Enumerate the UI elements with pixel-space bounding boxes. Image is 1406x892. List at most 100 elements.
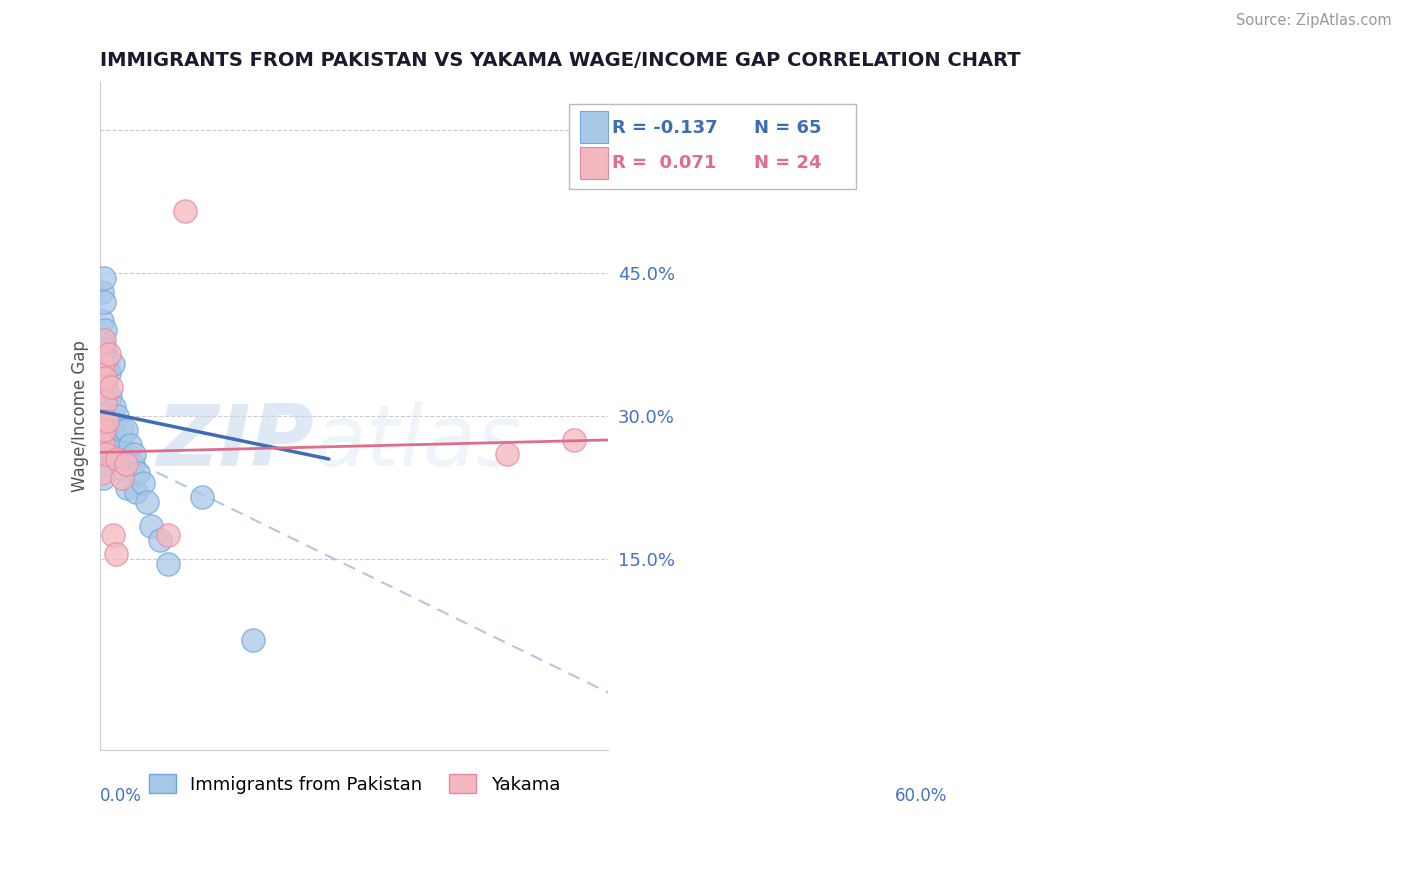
Point — [94, 343, 117, 357]
Point — [157, 528, 180, 542]
Point — [96, 414, 118, 428]
Point — [93, 424, 115, 438]
Point — [100, 428, 122, 442]
Point — [91, 409, 114, 423]
Point — [91, 357, 114, 371]
Point — [91, 467, 114, 481]
Point — [105, 452, 128, 467]
Point — [157, 557, 180, 571]
Point — [93, 294, 115, 309]
Point — [93, 457, 115, 471]
Point — [101, 357, 124, 371]
Point — [114, 457, 136, 471]
Point — [96, 418, 118, 433]
Point — [90, 433, 112, 447]
Point — [103, 400, 125, 414]
Text: Source: ZipAtlas.com: Source: ZipAtlas.com — [1236, 13, 1392, 29]
Point — [97, 442, 120, 457]
Point — [149, 533, 172, 547]
Point — [91, 337, 114, 351]
Text: ZIP: ZIP — [156, 401, 314, 484]
Point — [91, 404, 114, 418]
Point — [97, 366, 120, 380]
Point — [104, 547, 127, 561]
Point — [118, 438, 141, 452]
Point — [112, 461, 135, 475]
Point — [93, 394, 115, 409]
Point — [91, 314, 114, 328]
Point — [91, 333, 114, 347]
Point — [141, 518, 163, 533]
Point — [90, 424, 112, 438]
Point — [100, 414, 122, 428]
Point — [108, 452, 131, 467]
Point — [110, 471, 132, 485]
Point — [93, 390, 115, 404]
Point — [96, 433, 118, 447]
Text: R =  0.071: R = 0.071 — [613, 154, 717, 172]
Point — [93, 424, 115, 438]
Y-axis label: Wage/Income Gap: Wage/Income Gap — [72, 340, 89, 492]
Point — [90, 371, 112, 385]
Point — [100, 380, 122, 394]
Point — [90, 409, 112, 423]
Point — [108, 438, 131, 452]
Point — [125, 485, 148, 500]
Point — [96, 361, 118, 376]
Point — [90, 400, 112, 414]
Point — [94, 400, 117, 414]
Point — [114, 424, 136, 438]
Point — [91, 418, 114, 433]
Text: atlas: atlas — [314, 401, 522, 484]
Point — [174, 204, 197, 219]
Point — [104, 442, 127, 457]
Text: N = 24: N = 24 — [754, 154, 821, 172]
Point — [90, 447, 112, 461]
Point — [96, 380, 118, 394]
Point — [91, 357, 114, 371]
Point — [94, 371, 117, 385]
Point — [90, 390, 112, 404]
Text: IMMIGRANTS FROM PAKISTAN VS YAKAMA WAGE/INCOME GAP CORRELATION CHART: IMMIGRANTS FROM PAKISTAN VS YAKAMA WAGE/… — [100, 51, 1021, 70]
Point — [121, 457, 143, 471]
Point — [93, 270, 115, 285]
Point — [96, 447, 118, 461]
Point — [91, 438, 114, 452]
Point — [97, 347, 120, 361]
Point — [93, 394, 115, 409]
Text: R = -0.137: R = -0.137 — [613, 119, 718, 136]
Point — [91, 285, 114, 300]
Point — [91, 380, 114, 394]
Point — [97, 438, 120, 452]
Point — [110, 424, 132, 438]
Point — [91, 361, 114, 376]
Point — [90, 428, 112, 442]
Point — [135, 495, 157, 509]
Point — [242, 633, 264, 648]
Point — [91, 357, 114, 371]
Text: 0.0%: 0.0% — [100, 787, 142, 805]
Point — [94, 371, 117, 385]
Point — [101, 528, 124, 542]
Text: N = 65: N = 65 — [754, 119, 821, 136]
Point — [93, 323, 115, 337]
Point — [495, 447, 517, 461]
Point — [90, 380, 112, 394]
Point — [117, 481, 139, 495]
Point — [91, 447, 114, 461]
Point — [122, 447, 145, 461]
Point — [93, 333, 115, 347]
Point — [127, 467, 149, 481]
Point — [105, 409, 128, 423]
Point — [191, 490, 214, 504]
Point — [93, 351, 115, 366]
Point — [90, 414, 112, 428]
Point — [564, 433, 586, 447]
Legend: Immigrants from Pakistan, Yakama: Immigrants from Pakistan, Yakama — [141, 767, 568, 801]
Point — [91, 471, 114, 485]
Point — [91, 438, 114, 452]
Text: 60.0%: 60.0% — [894, 787, 948, 805]
Point — [101, 424, 124, 438]
Point — [96, 351, 118, 366]
Point — [98, 390, 121, 404]
